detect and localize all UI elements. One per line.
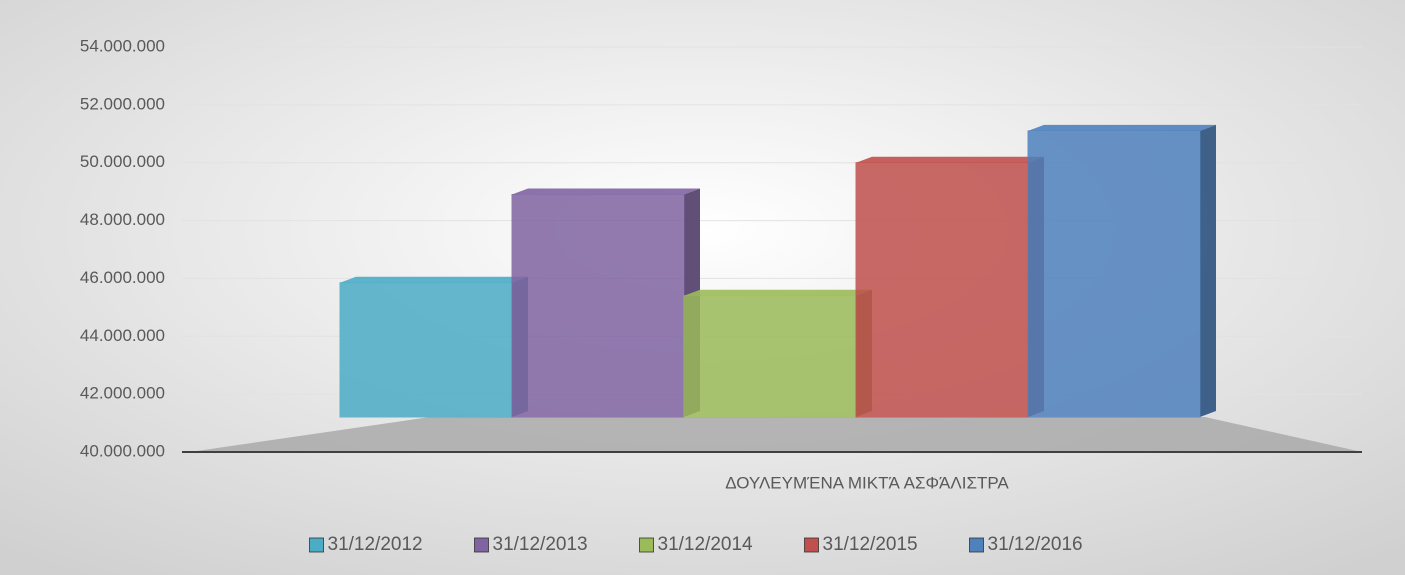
bar	[855, 162, 1029, 418]
y-tick-label: 46.000.000	[80, 268, 165, 287]
bar-top	[684, 289, 872, 296]
legend-swatch	[309, 537, 324, 553]
y-tick-label: 52.000.000	[80, 94, 165, 113]
bar	[1027, 130, 1201, 418]
legend-label: 31/12/2012	[328, 534, 423, 555]
bar	[683, 295, 857, 418]
x-tick-label: ΔΟΥΛΕΥΜΈΝΑ ΜΙΚΤΆ ΑΣΦΆΛΙΣΤΡΑ	[725, 473, 1009, 492]
legend-swatch	[474, 537, 489, 553]
y-tick-label: 40.000.000	[80, 441, 165, 460]
y-tick-label: 48.000.000	[80, 210, 165, 229]
y-tick-label: 50.000.000	[80, 152, 165, 171]
bar-top	[512, 188, 700, 195]
bar-top	[340, 276, 528, 283]
legend-label: 31/12/2013	[493, 534, 588, 555]
legend-swatch	[804, 537, 819, 553]
legend-label: 31/12/2014	[658, 534, 754, 555]
bar-top	[856, 156, 1044, 163]
bar	[511, 194, 685, 418]
y-tick-label: 42.000.000	[80, 384, 165, 403]
legend-label: 31/12/2016	[988, 534, 1083, 555]
floor	[190, 417, 1362, 452]
legend-swatch	[639, 537, 654, 553]
legend-label: 31/12/2015	[823, 534, 918, 555]
y-tick-label: 54.000.000	[80, 36, 165, 55]
y-tick-label: 44.000.000	[80, 326, 165, 345]
bar	[339, 282, 513, 418]
bar-top	[1028, 124, 1216, 131]
bar-side	[1200, 124, 1216, 418]
legend-swatch	[969, 537, 984, 553]
